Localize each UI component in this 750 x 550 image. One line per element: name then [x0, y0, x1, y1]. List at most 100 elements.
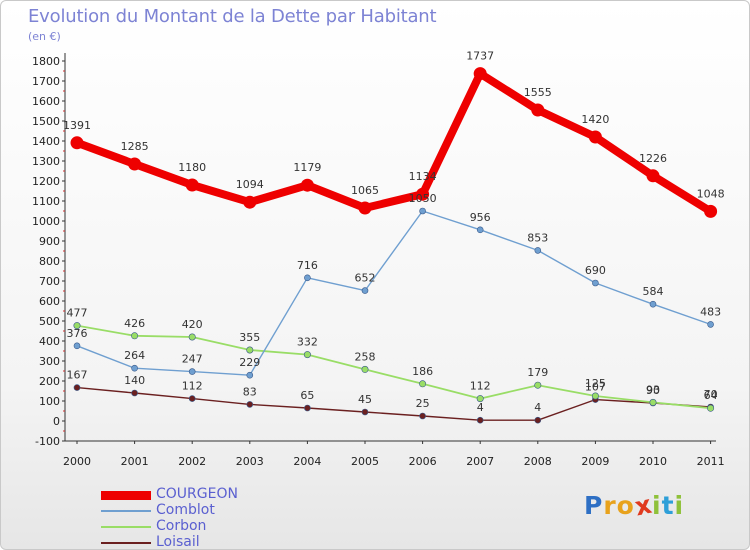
data-point-comblot	[592, 279, 599, 287]
data-label-comblot: 584	[643, 285, 664, 298]
x-tick-label: 2002	[178, 455, 206, 468]
data-label-corbon: 125	[585, 377, 606, 390]
series-line-comblot	[76, 210, 712, 376]
data-point-comblot	[707, 321, 714, 328]
x-tick-label: 2006	[409, 455, 437, 468]
logo-letter: r	[603, 491, 617, 520]
data-label-corbon: 477	[67, 307, 88, 320]
data-point-loisail	[131, 389, 138, 397]
x-tick-label: 2003	[236, 455, 264, 468]
y-tick-label: 1700	[32, 75, 60, 88]
data-point-corbon	[649, 398, 657, 406]
data-point-comblot	[188, 368, 196, 375]
data-label-loisail: 25	[416, 397, 430, 410]
legend-label: Comblot	[156, 502, 215, 518]
data-point-corbon	[361, 365, 369, 373]
data-point-courgeon	[300, 178, 314, 192]
data-point-loisail	[188, 395, 196, 402]
y-tick-label: 700	[39, 275, 60, 288]
data-point-corbon	[591, 392, 599, 400]
data-point-corbon	[246, 346, 254, 354]
data-label-comblot: 247	[182, 353, 203, 366]
data-label-loisail: 4	[477, 401, 484, 414]
data-label-loisail: 70	[704, 388, 718, 401]
data-label-comblot: 652	[355, 272, 376, 285]
data-point-loisail	[304, 404, 311, 412]
data-point-corbon	[707, 404, 715, 412]
y-tick-label: 900	[39, 235, 60, 248]
data-label-corbon: 258	[355, 350, 376, 363]
data-label-corbon: 93	[646, 383, 660, 396]
data-label-courgeon: 1180	[178, 161, 206, 174]
legend-swatch	[101, 490, 151, 500]
data-label-loisail: 83	[243, 385, 257, 398]
legend-swatch	[101, 510, 151, 512]
data-label-comblot: 264	[124, 349, 145, 362]
data-label-corbon: 64	[704, 389, 718, 402]
legend-label: Corbon	[156, 518, 207, 534]
data-label-courgeon: 1737	[466, 50, 494, 63]
data-label-comblot: 483	[700, 305, 721, 318]
data-point-courgeon	[473, 67, 487, 81]
data-label-comblot: 1050	[409, 192, 437, 205]
data-label-loisail: 107	[585, 381, 606, 394]
data-point-corbon	[131, 332, 139, 340]
data-point-courgeon	[358, 201, 372, 215]
data-point-loisail	[476, 416, 484, 424]
data-label-courgeon: 1555	[524, 86, 552, 99]
legend-label: COURGEON	[156, 486, 238, 502]
data-point-corbon	[73, 322, 81, 330]
y-tick-label: 200	[39, 375, 60, 388]
y-tick-label: 100	[39, 395, 60, 408]
data-point-courgeon	[416, 187, 430, 201]
data-label-loisail: 167	[67, 369, 88, 382]
data-label-courgeon: 1226	[639, 152, 667, 165]
legend-swatch	[101, 526, 151, 528]
data-point-comblot	[476, 226, 484, 234]
logo-letter: P	[584, 491, 604, 520]
x-tick-label: 2009	[581, 455, 609, 468]
x-tick-label: 2011	[697, 455, 725, 468]
data-label-comblot: 956	[470, 211, 491, 224]
data-point-loisail	[534, 416, 542, 424]
data-point-comblot	[419, 207, 426, 215]
data-label-corbon: 420	[182, 318, 203, 331]
y-tick-label: 1100	[32, 195, 60, 208]
data-label-comblot: 853	[527, 231, 548, 244]
chart-unit: (en €)	[28, 30, 61, 43]
data-point-courgeon	[588, 130, 602, 144]
y-tick-label: 300	[39, 355, 60, 368]
data-label-courgeon: 1179	[293, 161, 321, 174]
data-point-corbon	[419, 380, 427, 388]
data-label-courgeon: 1134	[409, 170, 437, 183]
data-label-comblot: 716	[297, 259, 318, 272]
x-tick-label: 2001	[121, 455, 149, 468]
data-point-corbon	[303, 351, 311, 359]
data-label-loisail: 65	[300, 389, 314, 402]
logo-letter: t	[661, 491, 675, 520]
data-point-courgeon	[185, 178, 199, 192]
data-point-courgeon	[531, 103, 545, 117]
data-point-loisail	[361, 408, 369, 416]
data-point-comblot	[649, 300, 657, 308]
y-tick-label: 0	[53, 415, 60, 428]
data-label-loisail: 4	[534, 401, 541, 414]
data-label-courgeon: 1065	[351, 184, 379, 197]
data-point-loisail	[73, 384, 81, 391]
data-label-loisail: 90	[646, 384, 660, 397]
data-point-courgeon	[646, 169, 660, 183]
data-point-loisail	[419, 412, 426, 420]
data-point-comblot	[534, 247, 542, 254]
y-tick-label: 1200	[32, 175, 60, 188]
series-line-courgeon	[73, 69, 715, 216]
x-tick-label: 2010	[639, 455, 667, 468]
logo-letter: i	[652, 491, 662, 520]
data-point-loisail	[246, 401, 254, 408]
data-point-comblot	[246, 371, 254, 379]
data-label-loisail: 140	[124, 374, 145, 387]
data-label-courgeon: 1048	[697, 187, 725, 200]
data-label-loisail: 112	[182, 380, 203, 393]
y-tick-label: -100	[35, 435, 60, 448]
